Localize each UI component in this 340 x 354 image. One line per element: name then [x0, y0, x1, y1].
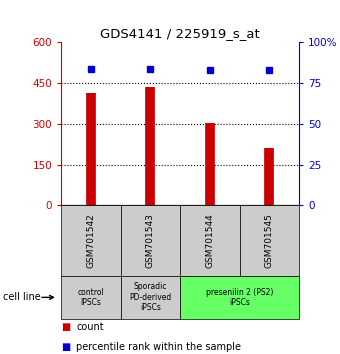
Title: GDS4141 / 225919_s_at: GDS4141 / 225919_s_at: [100, 27, 260, 40]
Text: cell line: cell line: [3, 292, 41, 302]
Text: GSM701543: GSM701543: [146, 213, 155, 268]
Text: ■: ■: [61, 342, 70, 352]
Text: percentile rank within the sample: percentile rank within the sample: [76, 342, 241, 352]
Text: presenilin 2 (PS2)
iPSCs: presenilin 2 (PS2) iPSCs: [206, 288, 273, 307]
Text: Sporadic
PD-derived
iPSCs: Sporadic PD-derived iPSCs: [129, 282, 172, 312]
Text: count: count: [76, 322, 104, 332]
Text: GSM701542: GSM701542: [86, 213, 96, 268]
Text: ■: ■: [61, 322, 70, 332]
Text: GSM701544: GSM701544: [205, 213, 215, 268]
Text: GSM701545: GSM701545: [265, 213, 274, 268]
Text: control
IPSCs: control IPSCs: [78, 288, 104, 307]
